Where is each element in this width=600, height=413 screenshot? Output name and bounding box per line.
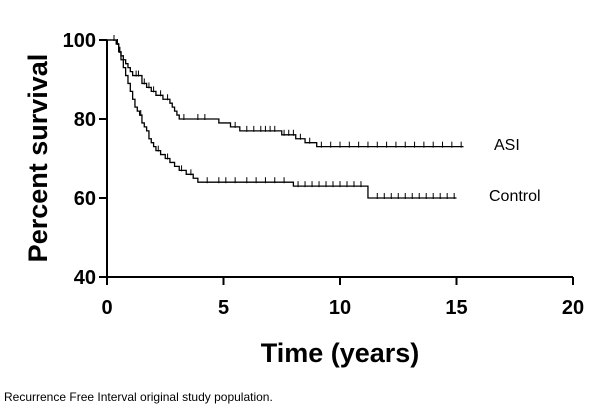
y-tick-label-1: 60 xyxy=(74,188,96,210)
y-axis-title: Percent survival xyxy=(23,54,53,263)
x-tick-label-0: 0 xyxy=(101,297,112,319)
figure-caption: Recurrence Free Interval original study … xyxy=(4,390,273,404)
y-tick-label-2: 80 xyxy=(74,109,96,131)
axes xyxy=(106,40,573,278)
tick-marks xyxy=(99,39,574,285)
x-tick-label-1: 5 xyxy=(218,297,229,319)
y-tick-label-0: 40 xyxy=(74,267,96,289)
series-line-control xyxy=(107,39,457,199)
tick-labels: 0 5 10 15 20 40 60 80 100 xyxy=(63,30,585,319)
y-tick-label-3: 100 xyxy=(63,30,96,52)
x-tick-label-4: 20 xyxy=(562,297,584,319)
x-tick-label-2: 10 xyxy=(329,297,351,319)
x-axis-title: Time (years) xyxy=(261,338,420,368)
series-label-control: Control xyxy=(489,188,541,205)
series-label-asi: ASI xyxy=(494,137,520,154)
plot-area xyxy=(107,35,464,199)
x-tick-label-3: 15 xyxy=(445,297,467,319)
